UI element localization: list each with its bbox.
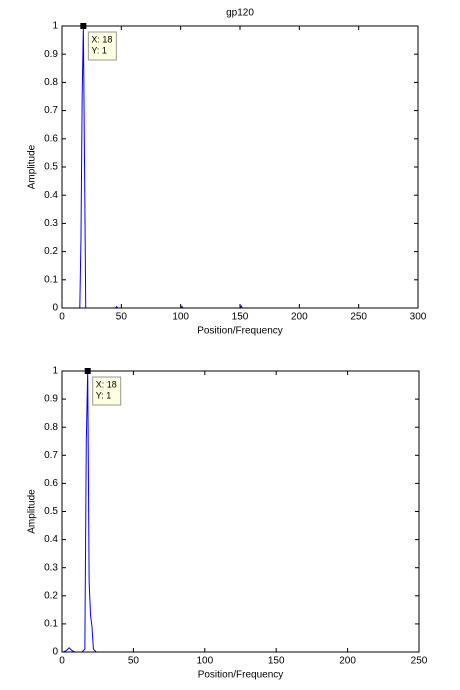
x-tick-label: 250 [350,312,367,323]
x-tick-label: 150 [268,656,285,667]
plot-area [62,26,418,308]
y-tick-label: 0.7 [44,105,58,116]
x-tick-label: 200 [291,312,308,323]
x-tick-label: 100 [172,312,189,323]
y-axis-label: Amplitude [27,144,38,189]
y-tick-label: 1 [52,21,58,32]
y-tick-label: 0.6 [44,478,58,489]
data-tip-text: Y: 1 [91,45,107,55]
data-tip-text: Y: 1 [96,390,112,400]
y-axis-label: Amplitude [27,489,38,534]
x-tick-label: 0 [59,656,65,667]
y-tick-label: 0.6 [44,133,58,144]
data-tip-box [87,31,117,61]
y-tick-label: 0.3 [44,218,58,229]
data-tip-marker [84,368,91,374]
y-tick-label: 0.8 [44,422,58,433]
axes-box [61,370,420,653]
data-tip-box [92,376,122,406]
y-tick-label: 0.2 [44,590,58,601]
x-tick-label: 100 [196,656,213,667]
y-tick-label: 1 [52,366,58,377]
x-axis-label: Position/Frequency [198,670,284,681]
y-tick-label: 0.9 [44,49,58,60]
y-tick-label: 0.5 [44,506,58,517]
y-tick-label: 0.9 [44,394,58,405]
x-tick-label: 50 [128,656,140,667]
y-tick-label: 0 [52,303,58,314]
x-axis-label: Position/Frequency [197,326,283,337]
y-tick-label: 0.2 [44,246,58,257]
y-tick-label: 0.8 [44,77,58,88]
data-line [63,370,405,653]
y-tick-label: 0.1 [44,274,58,285]
y-tick-label: 0.4 [44,190,58,201]
x-tick-label: 200 [339,656,356,667]
x-tick-label: 150 [232,312,249,323]
y-tick-label: 0.3 [44,562,58,573]
axes-box [61,25,419,309]
y-tick-label: 0.4 [44,534,58,545]
data-tip-marker [80,23,87,29]
data-tip-text: X: 18 [91,34,112,44]
y-tick-label: 0.7 [44,450,58,461]
data-tip: X: 18Y: 1 [80,23,117,61]
plot-area [62,371,419,652]
y-tick-label: 0 [52,647,58,658]
chart-title: gp120 [226,8,254,19]
x-tick-label: 50 [116,312,128,323]
x-tick-label: 250 [411,656,428,667]
y-tick-label: 0.1 [44,619,58,630]
x-tick-label: 300 [410,312,427,323]
data-tip-text: X: 18 [96,379,117,389]
x-tick-label: 0 [59,312,65,323]
y-tick-label: 0.5 [44,162,58,173]
data-tip: X: 18Y: 1 [84,368,122,406]
